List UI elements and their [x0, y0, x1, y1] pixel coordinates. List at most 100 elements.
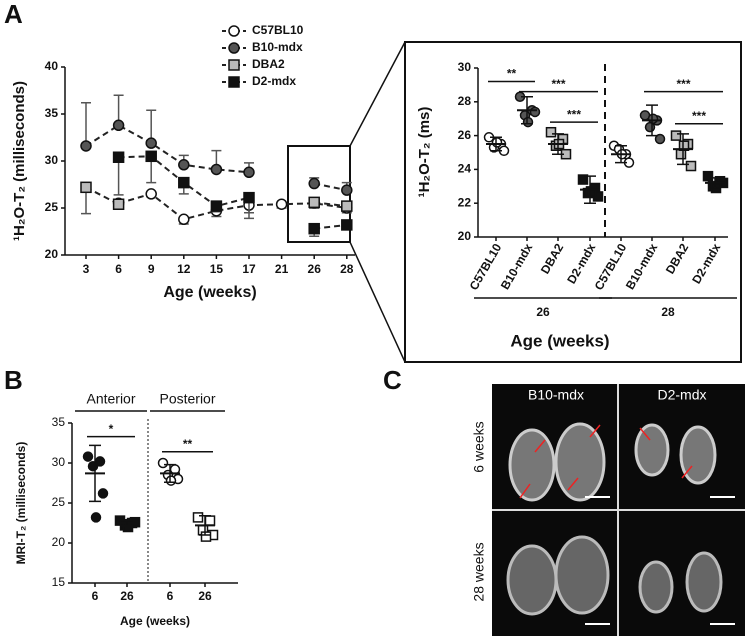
marker — [165, 475, 177, 486]
legend-label: B10-mdx — [252, 40, 303, 54]
x-tick-label: 28 — [340, 262, 354, 276]
marker — [178, 159, 190, 171]
marker — [228, 76, 240, 88]
muscle-section — [508, 428, 556, 502]
marker — [341, 184, 353, 196]
x-tick-label: 3 — [83, 262, 90, 276]
marker — [178, 213, 190, 226]
x-axis-title: Age (weeks) — [510, 331, 609, 350]
panel-letter: C — [383, 365, 402, 395]
significance-label: *** — [567, 107, 581, 121]
x-tick-label: D2-mdx — [564, 241, 598, 286]
marker — [654, 133, 666, 145]
image-column-label: D2-mdx — [657, 387, 706, 403]
group-label: Posterior — [159, 391, 215, 407]
y-tick-label: 35 — [45, 106, 59, 120]
marker — [90, 512, 102, 523]
error-bar — [113, 157, 124, 196]
inset-box — [404, 41, 742, 363]
x-tick-label: 26 — [120, 589, 134, 603]
image-row-label: 28 weeks — [471, 542, 487, 601]
image-row-label: 6 weeks — [471, 421, 487, 472]
y-tick-label: 15 — [52, 575, 66, 589]
marker — [178, 176, 190, 189]
muscle-section — [554, 535, 610, 615]
y-tick-label: 26 — [458, 128, 472, 142]
y-tick-label: 25 — [52, 495, 66, 509]
marker — [308, 196, 320, 209]
significance-label: * — [109, 422, 114, 436]
marker — [522, 116, 534, 128]
sd-bar — [89, 444, 101, 503]
marker — [675, 148, 687, 160]
marker — [97, 488, 109, 499]
marker — [200, 531, 212, 542]
x-tick-label: 6 — [167, 589, 174, 603]
muscle-section — [554, 422, 606, 502]
legend-label: DBA2 — [252, 57, 285, 71]
marker — [157, 457, 169, 469]
marker — [228, 25, 240, 37]
muscle-section — [685, 551, 723, 613]
marker — [204, 515, 216, 526]
x-tick-label: 21 — [275, 262, 289, 276]
sd-bar — [584, 175, 596, 204]
marker — [112, 151, 125, 163]
marker — [585, 186, 597, 197]
marker — [145, 137, 157, 149]
marker — [210, 163, 223, 176]
marker — [644, 121, 656, 133]
marker — [341, 219, 353, 231]
marker — [491, 137, 503, 148]
y-tick-label: 30 — [52, 455, 66, 469]
marker — [82, 451, 94, 462]
panel-letter: A — [4, 0, 23, 29]
marker — [275, 198, 288, 210]
y-tick-label: 30 — [458, 60, 472, 74]
x-tick-label: DBA2 — [663, 241, 692, 277]
x-tick-label: 26 — [198, 589, 212, 603]
x-tick-label: 15 — [210, 262, 224, 276]
y-axis-title: ¹H₂O-T₂ (milliseconds) — [11, 81, 28, 241]
marker — [685, 160, 697, 172]
y-tick-label: 20 — [45, 247, 59, 261]
x-axis-title: Age (weeks) — [163, 284, 256, 301]
marker — [545, 126, 557, 138]
image-column-label: B10-mdx — [528, 387, 584, 403]
y-tick-label: 25 — [45, 200, 59, 214]
sd-bar — [677, 133, 689, 166]
x-tick-label: 17 — [242, 262, 256, 276]
marker — [243, 166, 255, 179]
y-tick-label: 24 — [458, 162, 472, 176]
sd-bar — [552, 133, 564, 155]
marker — [87, 460, 99, 472]
sd-bar — [709, 177, 721, 189]
marker — [647, 113, 659, 124]
y-tick-label: 30 — [45, 153, 59, 167]
significance-label: *** — [692, 109, 706, 123]
x-axis-title: Age (weeks) — [120, 614, 190, 628]
marker — [228, 42, 240, 54]
marker — [112, 198, 125, 210]
marker — [210, 200, 223, 212]
error-bar — [81, 101, 91, 146]
mri-images: B10-mdx D2-mdx 6 weeks 28 weeks — [471, 384, 745, 636]
group-label: 28 — [661, 305, 675, 319]
x-tick-label: 26 — [308, 262, 322, 276]
marker — [678, 140, 690, 151]
y-tick-label: 20 — [458, 229, 472, 243]
x-tick-label: D2-mdx — [689, 241, 723, 286]
y-tick-label: 20 — [52, 535, 66, 549]
panel-letter: B — [4, 365, 23, 395]
sd-bar — [490, 136, 502, 152]
y-axis-title: ¹H₂O-T₂ (ms) — [416, 107, 433, 198]
legend-label: C57BL10 — [252, 23, 304, 37]
group-label: Anterior — [86, 391, 135, 407]
legend-label: D2-mdx — [252, 74, 296, 88]
sd-bar — [121, 519, 133, 527]
marker — [529, 106, 541, 118]
marker — [145, 150, 157, 163]
significance-label: *** — [551, 77, 565, 91]
marker — [341, 200, 353, 212]
